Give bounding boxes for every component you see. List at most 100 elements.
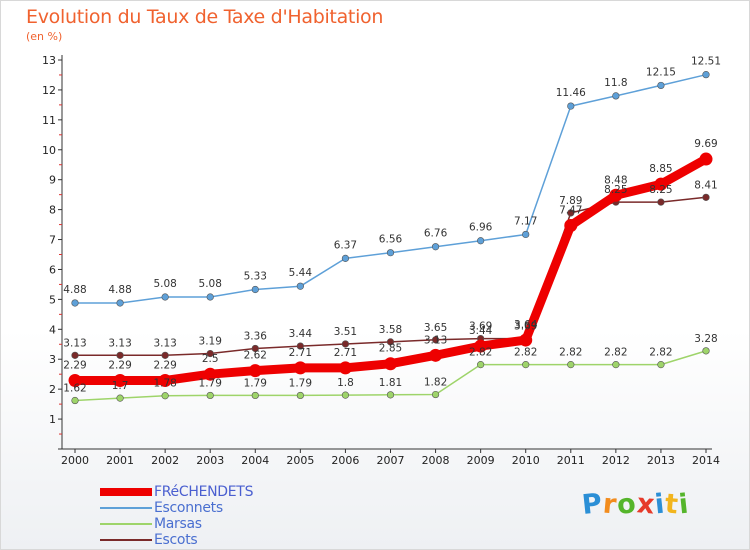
data-point xyxy=(429,348,443,362)
legend-swatch xyxy=(100,488,152,496)
legend-label: Escots xyxy=(154,532,198,548)
x-tick-label: 2002 xyxy=(151,454,179,467)
data-label: 2.82 xyxy=(649,347,672,359)
x-tick-label: 2012 xyxy=(602,454,630,467)
data-label: 3.64 xyxy=(514,319,538,331)
data-label: 4.88 xyxy=(63,284,86,296)
data-label: 3.13 xyxy=(63,337,86,349)
x-tick-label: 2011 xyxy=(557,454,585,467)
data-label: 3.51 xyxy=(334,326,357,338)
data-point xyxy=(522,230,530,239)
data-point xyxy=(206,391,214,400)
data-label: 2.71 xyxy=(289,347,312,359)
data-point xyxy=(657,361,665,369)
data-label: 3.44 xyxy=(289,328,313,340)
x-tick-label: 2007 xyxy=(377,454,405,467)
data-point xyxy=(612,92,620,100)
legend-label: Marsas xyxy=(154,516,202,532)
data-label: 2.82 xyxy=(604,347,627,359)
data-point xyxy=(654,177,668,191)
data-label: 3.28 xyxy=(694,333,717,345)
data-point xyxy=(386,338,395,346)
data-label: 3.36 xyxy=(244,330,268,342)
data-point xyxy=(341,340,350,348)
data-label: 3.58 xyxy=(379,324,402,336)
logo-letter: i xyxy=(677,488,692,521)
data-label: 3.13 xyxy=(153,337,176,349)
data-label: 2.71 xyxy=(334,347,357,359)
data-point xyxy=(293,361,307,375)
chart-title: Evolution du Taux de Taxe d'Habitation xyxy=(26,6,384,28)
data-label: 9.69 xyxy=(694,138,717,150)
data-point xyxy=(161,392,169,400)
data-point xyxy=(567,102,575,110)
x-tick-label: 2010 xyxy=(512,454,540,467)
data-point xyxy=(384,357,397,371)
data-label: 8.25 xyxy=(604,184,627,196)
y-tick-label: 5 xyxy=(49,293,56,306)
data-point xyxy=(431,336,440,344)
x-tick-label: 2013 xyxy=(647,454,675,467)
x-tick-label: 2003 xyxy=(196,454,224,467)
data-point xyxy=(474,339,488,353)
data-point xyxy=(116,394,124,402)
y-tick-label: 13 xyxy=(42,54,56,67)
data-label: 8.25 xyxy=(649,184,672,196)
y-tick-label: 2 xyxy=(49,383,56,396)
data-point xyxy=(251,344,259,353)
chart-subtitle: (en %) xyxy=(26,30,63,43)
data-label: 5.33 xyxy=(244,271,267,283)
x-tick-label: 2009 xyxy=(467,454,495,467)
data-label: 8.85 xyxy=(649,163,672,175)
y-tick-label: 12 xyxy=(42,84,56,97)
y-tick-label: 3 xyxy=(49,353,56,366)
data-label: 1.79 xyxy=(244,377,267,389)
data-label: 8.48 xyxy=(604,174,627,186)
data-point xyxy=(431,390,440,399)
data-point xyxy=(341,254,350,262)
data-point xyxy=(699,152,713,166)
y-tick-label: 4 xyxy=(49,323,56,336)
data-label: 3.19 xyxy=(199,336,222,348)
data-point xyxy=(609,188,623,202)
data-label: 1.8 xyxy=(337,377,354,389)
y-tick-label: 7 xyxy=(49,234,56,247)
data-label: 3.69 xyxy=(514,321,537,333)
data-label: 2.82 xyxy=(514,347,537,359)
data-label: 2.29 xyxy=(108,359,131,371)
data-label: 5.44 xyxy=(289,267,313,279)
data-point xyxy=(567,209,575,217)
data-label: 2.82 xyxy=(469,347,492,359)
data-point xyxy=(251,285,259,294)
data-label: 2.85 xyxy=(379,343,402,355)
data-label: 11.8 xyxy=(604,77,627,89)
data-label: 6.56 xyxy=(379,234,403,246)
data-label: 4.88 xyxy=(108,284,131,296)
data-point xyxy=(296,282,304,290)
data-point xyxy=(296,342,304,350)
data-point xyxy=(431,243,440,251)
data-point xyxy=(116,299,124,307)
data-point xyxy=(702,347,710,355)
data-label: 1.62 xyxy=(63,383,86,395)
logo-letter: o xyxy=(615,488,639,521)
x-tick-label: 2000 xyxy=(61,454,89,467)
legend-label: FRéCHENDETS xyxy=(154,484,254,500)
data-label: 8.41 xyxy=(694,179,717,191)
data-label: 1.78 xyxy=(153,378,176,390)
data-point xyxy=(522,361,530,369)
data-point xyxy=(251,391,259,400)
data-point xyxy=(116,351,124,359)
data-point xyxy=(71,299,79,307)
data-point xyxy=(702,71,710,79)
data-label: 12.15 xyxy=(646,66,676,78)
data-point xyxy=(386,249,395,257)
x-tick-label: 2004 xyxy=(241,454,269,467)
data-label: 3.13 xyxy=(424,334,447,346)
y-tick-label: 11 xyxy=(42,114,56,127)
y-tick-label: 1 xyxy=(49,413,56,426)
x-tick-label: 2001 xyxy=(106,454,134,467)
data-point xyxy=(71,396,79,405)
